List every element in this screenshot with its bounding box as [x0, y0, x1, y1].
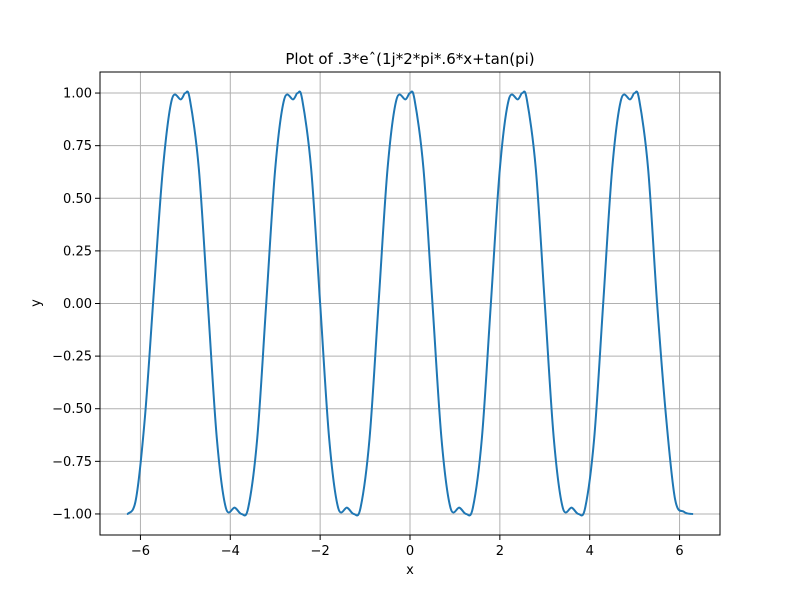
y-tick-label: 0.00 — [63, 297, 92, 312]
x-tick-label: 0 — [406, 544, 414, 559]
grid — [100, 72, 720, 535]
x-tick-label: −2 — [311, 544, 330, 559]
y-axis-label: y — [29, 299, 44, 307]
y-tick-label: −1.00 — [52, 507, 92, 522]
x-axis-ticks: −6 −4 −2 0 2 4 6 — [131, 535, 684, 559]
y-tick-label: 0.50 — [63, 192, 92, 207]
y-axis-ticks: −1.00 −0.75 −0.50 −0.25 0.00 0.25 0.50 0.75 1.00 — [52, 87, 100, 522]
x-axis-label: x — [406, 563, 414, 578]
series-line — [126, 90, 694, 517]
series-layer — [126, 90, 694, 517]
x-tick-label: −6 — [131, 544, 150, 559]
y-tick-label: 0.25 — [63, 244, 92, 259]
y-tick-label: 0.75 — [63, 139, 92, 154]
x-tick-label: 2 — [496, 544, 504, 559]
chart-title: Plot of .3*eˆ(1j*2*pi*.6*x+tan(pi) — [285, 50, 534, 68]
y-tick-label: −0.75 — [52, 455, 92, 470]
y-tick-label: −0.25 — [52, 350, 92, 365]
x-tick-label: 6 — [675, 544, 683, 559]
x-tick-label: 4 — [586, 544, 594, 559]
y-tick-label: −0.50 — [52, 402, 92, 417]
y-tick-label: 1.00 — [63, 87, 92, 102]
x-tick-label: −4 — [221, 544, 240, 559]
